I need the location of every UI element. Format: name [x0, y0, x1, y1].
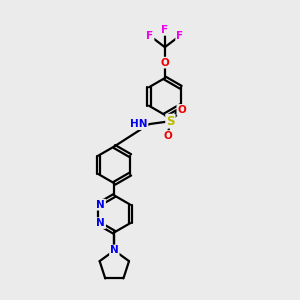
Text: O: O — [163, 131, 172, 141]
Text: S: S — [166, 115, 175, 128]
Text: N: N — [110, 245, 119, 256]
Text: O: O — [177, 105, 186, 115]
Text: F: F — [146, 31, 154, 41]
Text: O: O — [160, 58, 169, 68]
Text: HN: HN — [130, 119, 148, 129]
Text: F: F — [161, 25, 168, 35]
Text: N: N — [96, 218, 105, 228]
Text: F: F — [176, 31, 183, 41]
Text: N: N — [96, 200, 105, 210]
